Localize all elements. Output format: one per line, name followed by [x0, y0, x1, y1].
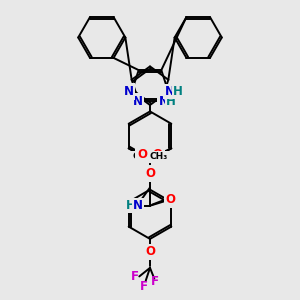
- Text: N: N: [123, 85, 134, 98]
- Text: N: N: [164, 85, 174, 98]
- Text: F: F: [140, 280, 148, 292]
- Text: H: H: [166, 95, 176, 108]
- Text: O: O: [145, 167, 155, 180]
- Text: O: O: [137, 148, 147, 161]
- Text: H: H: [173, 85, 183, 98]
- Text: CH₃: CH₃: [149, 152, 168, 161]
- Text: H: H: [126, 199, 136, 212]
- Text: F: F: [131, 270, 139, 283]
- Text: F: F: [152, 275, 159, 288]
- Text: O: O: [153, 148, 163, 161]
- Text: CH₃: CH₃: [132, 152, 151, 161]
- Text: O: O: [145, 245, 155, 258]
- Text: O: O: [165, 193, 176, 206]
- Text: N: N: [133, 95, 142, 108]
- Text: N: N: [158, 95, 169, 108]
- Text: N: N: [133, 199, 143, 212]
